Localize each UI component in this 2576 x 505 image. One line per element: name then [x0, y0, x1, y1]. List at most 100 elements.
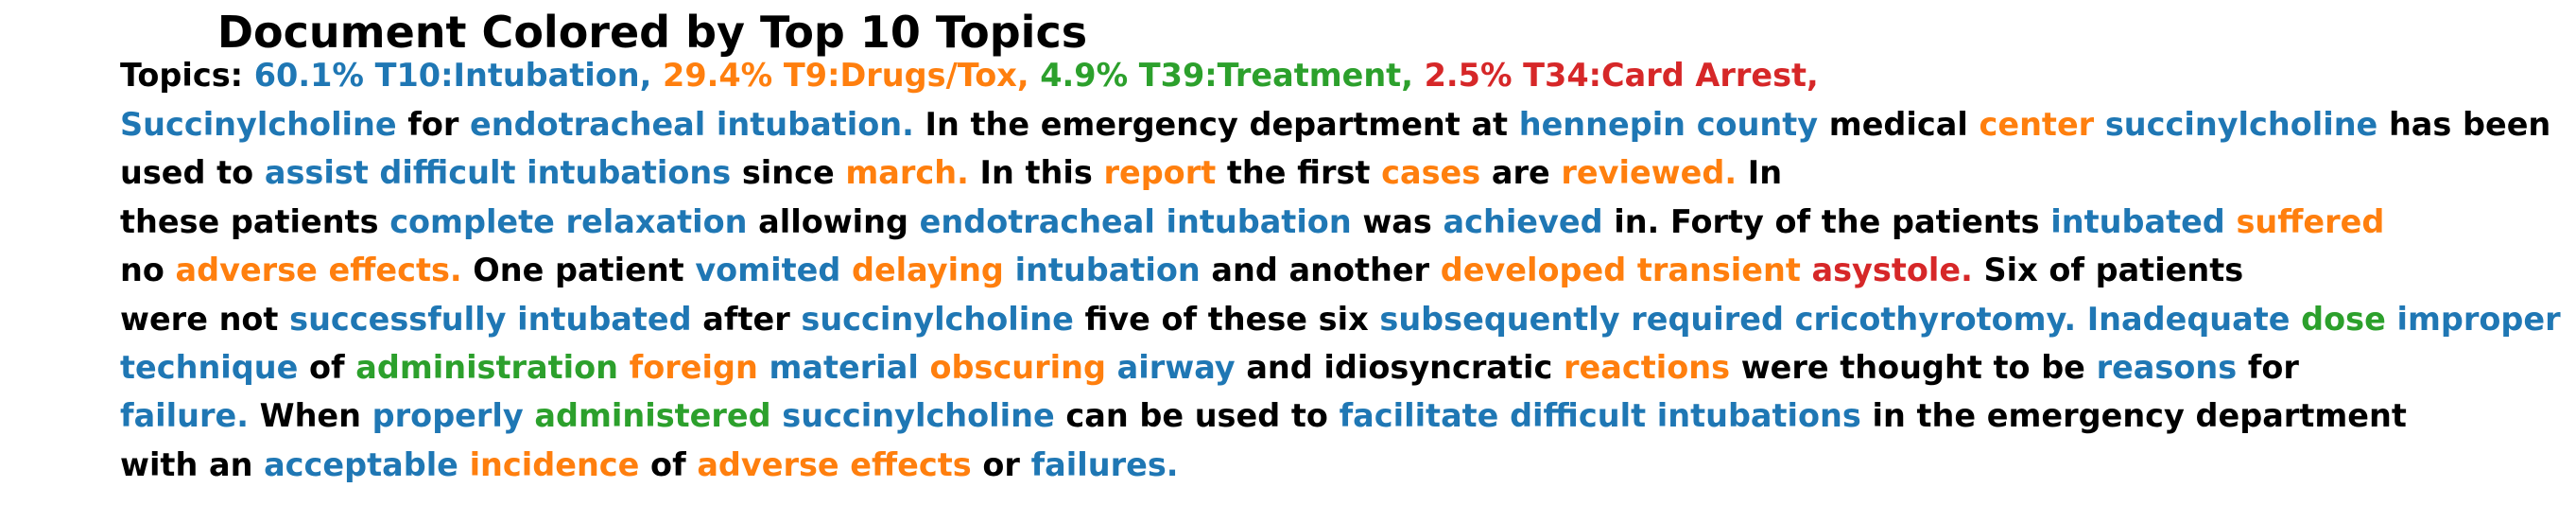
- topic-word-blue: technique: [120, 349, 299, 386]
- plain-text: [919, 349, 930, 386]
- plain-text: In: [1737, 154, 1783, 191]
- plain-text: are: [1480, 154, 1562, 191]
- document-line: no adverse effects. One patient vomited …: [120, 252, 2243, 289]
- plain-text: allowing: [747, 203, 920, 240]
- plain-text: [651, 57, 663, 94]
- plain-text: since: [731, 154, 846, 191]
- topic-word-green: 4.9% T39:Treatment,: [1040, 57, 1413, 94]
- plain-text: was: [1351, 203, 1444, 240]
- topic-word-orange: obscuring: [929, 349, 1106, 386]
- plain-text: [1004, 252, 1015, 288]
- topic-word-green: dose: [2301, 301, 2386, 338]
- plain-text: [2225, 203, 2237, 240]
- topic-word-blue: endotracheal intubation: [919, 203, 1352, 240]
- topic-word-orange: adverse effects.: [175, 252, 462, 288]
- plain-text: can be used to: [1054, 397, 1340, 434]
- plain-text: five of these six: [1073, 301, 1380, 338]
- plain-text: In the emergency department at: [913, 106, 1519, 143]
- plain-text: In this: [968, 154, 1104, 191]
- document-line: used to assist difficult intubations sin…: [120, 154, 1782, 192]
- topic-word-blue: succinylcholine: [801, 301, 1074, 338]
- topic-word-orange: center: [1979, 106, 2095, 143]
- plain-text: [1029, 57, 1041, 94]
- plain-text: has been: [2377, 106, 2551, 143]
- topic-word-blue: achieved: [1443, 203, 1603, 240]
- topic-word-blue: material: [769, 349, 919, 386]
- topic-word-orange: developed transient: [1440, 252, 1801, 288]
- topic-word-orange: cases: [1381, 154, 1481, 191]
- topic-word-blue: complete relaxation: [389, 203, 748, 240]
- topic-word-blue: hennepin county: [1518, 106, 1819, 143]
- plain-text: [1801, 252, 1812, 288]
- plain-text: [458, 446, 470, 483]
- topic-word-blue: assist difficult intubations: [264, 154, 732, 191]
- topic-word-orange: delaying: [851, 252, 1004, 288]
- topic-word-green: administration: [355, 349, 618, 386]
- plain-text: Topics:: [120, 57, 254, 94]
- plain-text: medical: [1818, 106, 1980, 143]
- plain-text: [618, 349, 630, 386]
- topic-word-red: asystole.: [1811, 252, 1973, 288]
- plain-text: of: [298, 349, 356, 386]
- topic-word-orange: reviewed.: [1561, 154, 1738, 191]
- plain-text: were not: [120, 301, 290, 338]
- topic-word-green: administered: [534, 397, 771, 434]
- plain-text: the first: [1216, 154, 1382, 191]
- topic-word-blue: facilitate difficult intubations: [1339, 397, 1861, 434]
- plain-text: or: [971, 446, 1031, 483]
- plain-text: of: [639, 446, 698, 483]
- plain-text: and idiosyncratic: [1235, 349, 1565, 386]
- topic-word-red: 2.5% T34:Card Arrest,: [1424, 57, 1819, 94]
- plain-text: no: [120, 252, 176, 288]
- plain-text: with an: [120, 446, 265, 483]
- topic-word-blue: intubated: [2050, 203, 2225, 240]
- plain-text: in the emergency department: [1860, 397, 2407, 434]
- plain-text: [758, 349, 769, 386]
- plain-text: for: [396, 106, 471, 143]
- plain-text: One patient: [461, 252, 696, 288]
- topic-word-blue: succinylcholine: [2104, 106, 2378, 143]
- plain-text: these patients: [120, 203, 390, 240]
- topic-word-orange: 29.4% T9:Drugs/Tox,: [663, 57, 1029, 94]
- topic-word-orange: march.: [845, 154, 969, 191]
- topic-word-blue: intubation: [1014, 252, 1201, 288]
- topic-word-orange: foreign: [629, 349, 758, 386]
- topic-word-blue: successfully intubated: [289, 301, 692, 338]
- plain-text: [2291, 301, 2302, 338]
- figure-title: Document Colored by Top 10 Topics: [216, 7, 1088, 58]
- topic-word-orange: reactions: [1564, 349, 1731, 386]
- document-line: with an acceptable incidence of adverse …: [120, 446, 1178, 484]
- topic-word-orange: adverse effects: [697, 446, 972, 483]
- document-line: Succinylcholine for endotracheal intubat…: [120, 106, 2550, 144]
- topic-word-blue: succinylcholine: [782, 397, 1055, 434]
- topic-word-blue: failure.: [120, 397, 249, 434]
- plain-text: [840, 252, 852, 288]
- plain-text: for: [2237, 349, 2299, 386]
- topic-word-blue: 60.1% T10:Intubation,: [253, 57, 652, 94]
- plain-text: [2094, 106, 2105, 143]
- plain-text: after: [691, 301, 802, 338]
- topic-word-orange: suffered: [2236, 203, 2385, 240]
- topic-word-blue: airway: [1116, 349, 1236, 386]
- document-line: failure. When properly administered succ…: [120, 397, 2407, 435]
- topic-word-blue: subsequently required cricothyrotomy. In…: [1379, 301, 2291, 338]
- plain-text: in. Forty of the patients: [1602, 203, 2051, 240]
- topic-word-blue: endotracheal intubation.: [470, 106, 914, 143]
- plain-text: [771, 397, 783, 434]
- topic-word-blue: properly: [372, 397, 524, 434]
- document-line: technique of administration foreign mate…: [120, 349, 2299, 387]
- plain-text: used to: [120, 154, 265, 191]
- topic-word-blue: reasons: [2096, 349, 2238, 386]
- topic-word-blue: Succinylcholine: [120, 106, 397, 143]
- topic-word-orange: report: [1103, 154, 1217, 191]
- plain-text: [524, 397, 535, 434]
- plain-text: Six of patients: [1972, 252, 2244, 288]
- document-line: were not successfully intubated after su…: [120, 301, 2561, 339]
- topic-word-blue: failures.: [1030, 446, 1179, 483]
- plain-text: [1106, 349, 1117, 386]
- document-line: these patients complete relaxation allow…: [120, 203, 2384, 241]
- topic-word-orange: incidence: [469, 446, 640, 483]
- topics-legend-line: Topics: 60.1% T10:Intubation, 29.4% T9:D…: [120, 57, 1819, 95]
- plain-text: [2386, 301, 2397, 338]
- plain-text: [1413, 57, 1425, 94]
